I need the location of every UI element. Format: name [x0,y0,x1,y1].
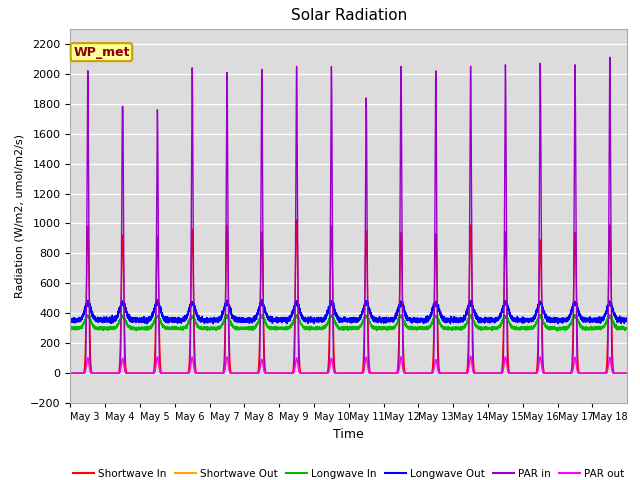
Text: WP_met: WP_met [73,46,130,59]
Legend: Shortwave In, Shortwave Out, Longwave In, Longwave Out, PAR in, PAR out: Shortwave In, Shortwave Out, Longwave In… [69,465,628,480]
Y-axis label: Radiation (W/m2, umol/m2/s): Radiation (W/m2, umol/m2/s) [15,134,24,298]
Title: Solar Radiation: Solar Radiation [291,9,407,24]
X-axis label: Time: Time [333,428,364,441]
